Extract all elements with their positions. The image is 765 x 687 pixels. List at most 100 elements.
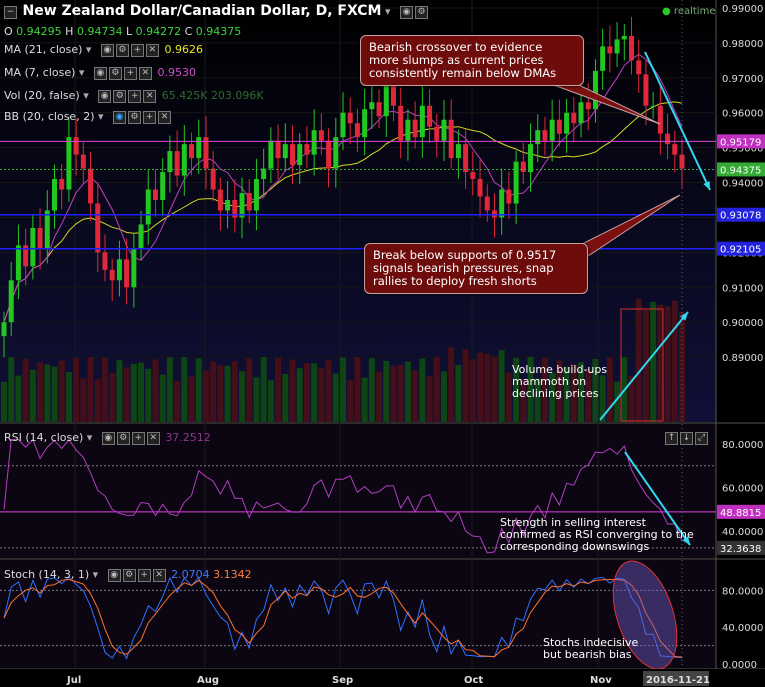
volume-bar [354, 357, 361, 422]
candle-body [679, 154, 685, 169]
candle-body [636, 60, 642, 75]
candle-body [109, 269, 115, 281]
price-tick-label: 0.97000 [722, 74, 763, 85]
candle-body [340, 112, 346, 138]
volume-bar [253, 377, 260, 422]
gear-icon[interactable]: ⚙ [415, 5, 428, 19]
volume-bar [433, 357, 440, 422]
price-down-arrow [644, 51, 711, 191]
candle-body [427, 105, 433, 127]
candle-body [665, 133, 671, 145]
volume-bar [202, 370, 209, 422]
rsi-level-label: 48.8815 [720, 508, 761, 519]
indicator-rsi[interactable]: RSI (14, close) ▾ ◉ ⚙ + ✕ 37.2512 [4, 431, 211, 445]
pane-controls[interactable]: ↑ ↓ ⤢ [665, 431, 710, 445]
ma21-line [3, 101, 683, 323]
candle-body [477, 179, 483, 197]
price-tick-label: 0.94000 [722, 179, 763, 190]
stoch-tick-label: 40.0000 [722, 623, 763, 634]
current-date-tag [643, 671, 709, 686]
volume-bar [246, 358, 253, 422]
candle-body [629, 35, 635, 61]
price-tick-label: 0.89000 [722, 353, 763, 364]
volume-bar [664, 306, 671, 422]
price-tick-label: 0.96000 [722, 109, 763, 120]
candle-body [643, 74, 649, 106]
price-tick-label: 0.95000 [722, 144, 763, 155]
volume-bar [498, 350, 505, 422]
candle-body [268, 140, 274, 169]
indicator-vol[interactable]: Vol (20, false) ▾ ◉ ⚙ + ✕ 65.425K 203.096K [4, 89, 264, 103]
candle-body [535, 130, 541, 145]
collapse-icon[interactable]: − [4, 5, 17, 19]
stoch-d-value: 3.1342 [213, 568, 252, 581]
stoch-highlight-ellipse [612, 560, 678, 670]
chevron-down-icon[interactable]: ▾ [384, 5, 391, 18]
candle-body [318, 130, 324, 141]
indicator-ma21[interactable]: MA (21, close) ▾ ◉ ⚙ + ✕ 0.9626 [4, 43, 203, 57]
open-value: 0.94295 [16, 25, 62, 38]
volume-bar [426, 376, 433, 422]
volume-bar [51, 366, 58, 422]
chart-title: New Zealand Dollar/Canadian Dollar, D, F… [22, 3, 382, 19]
x-tick-label: Sep [332, 675, 353, 686]
x-tick-label: Nov [590, 675, 612, 686]
volume-bar [101, 357, 108, 422]
callout-support: Break below supports of 0.9517 signals b… [364, 243, 588, 294]
volume-bar [520, 378, 527, 422]
volume-bar [15, 375, 22, 422]
candle-body [390, 84, 396, 106]
indicator-stoch[interactable]: Stoch (14, 3, 1) ▾ ◉ ⚙ + ✕ 2.0704 3.1342 [4, 568, 252, 582]
candle-body [549, 119, 555, 141]
candle-body [66, 137, 72, 190]
rsi-level-tag [717, 540, 765, 555]
callout-crossover: Bearish crossover to evidence more slump… [360, 35, 584, 86]
volume-bar [87, 357, 94, 422]
volume-bar [484, 354, 491, 422]
volume-bar [145, 368, 152, 422]
indicator-bb[interactable]: BB (20, close, 2) ▾ ◉ ⚙ + ✕ [4, 110, 173, 124]
note-volume: Volume build-ups mammoth on declining pr… [512, 363, 608, 400]
volume-bar [347, 379, 354, 422]
volume-bar [80, 378, 87, 422]
candle-body [203, 137, 209, 169]
x-tick-label: Oct [464, 675, 483, 686]
candle-body [282, 144, 288, 159]
rsi-value: 37.2512 [165, 431, 211, 444]
volume-bar [383, 360, 390, 422]
volume-bar [152, 359, 159, 422]
price-level-label: 0.93078 [720, 211, 761, 222]
x-tick-label: Aug [197, 675, 219, 686]
candle-body [152, 189, 158, 200]
candle-body [672, 144, 678, 155]
volume-bar [361, 377, 368, 422]
candle-body [239, 193, 245, 218]
volume-bar [614, 381, 621, 422]
candle-body [1, 322, 7, 337]
volume-bar [37, 362, 44, 422]
candle-body [116, 259, 122, 281]
rsi-tick-label: 80.0000 [722, 440, 763, 451]
price-tick-label: 0.91000 [722, 283, 763, 294]
stoch-tick-label: 0.0000 [722, 660, 757, 671]
candle-body [398, 105, 404, 141]
close-value: 0.94375 [195, 25, 242, 38]
price-level-label: 0.95179 [720, 137, 761, 148]
volume-bar [570, 364, 577, 422]
candle-body [189, 144, 195, 159]
candle-body [37, 227, 43, 249]
ohlc-readout: O 0.94295 H 0.94734 L 0.94272 C 0.94375 [4, 25, 242, 38]
eye-icon[interactable]: ◉ [400, 5, 413, 19]
vol-ma-value: 203.096K [210, 89, 264, 102]
volume-up-arrow-head [680, 312, 688, 321]
volume-bar [679, 311, 685, 422]
realtime-badge: ● realtime [662, 6, 716, 17]
volume-bar [376, 371, 383, 422]
x-tick-label: 2016-11-21 [646, 675, 710, 686]
candle-body [362, 109, 368, 138]
volume-bar [390, 366, 397, 422]
candle-body [585, 102, 591, 110]
candle-body [650, 105, 656, 107]
indicator-ma7[interactable]: MA (7, close) ▾ ◉ ⚙ + ✕ 0.9530 [4, 66, 196, 80]
candle-body [210, 168, 216, 190]
